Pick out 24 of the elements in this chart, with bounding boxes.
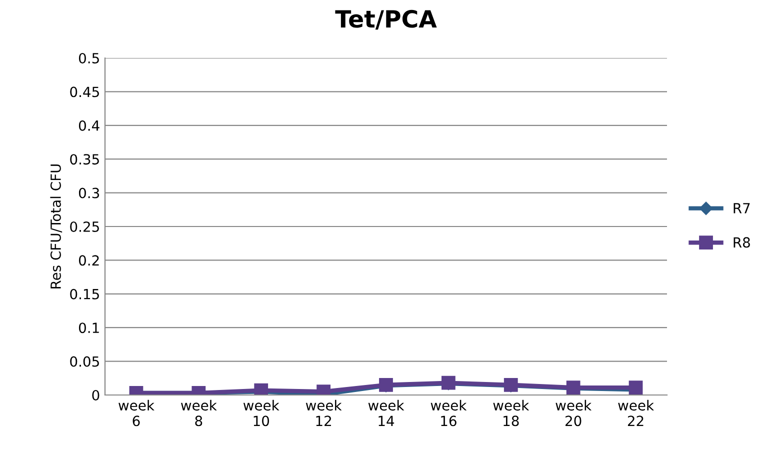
legend-label: R8 [734,237,750,248]
x-tick-label: week 14 [368,400,404,426]
y-tick-label: 0.5 [78,52,99,64]
x-tick-label: week 20 [556,400,592,426]
x-tick-label: week 22 [618,400,654,426]
y-tick-label: 0 [92,390,100,400]
y-tick-label: 0.35 [70,154,99,165]
y-tick-label: 0.1 [78,322,99,334]
y-tick-label: 0.45 [70,86,99,98]
y-tick-label: 0.25 [70,221,99,232]
y-axis-title: Res CFU/Total CFU [50,164,62,288]
x-tick-label: week 8 [181,400,217,426]
x-tick-label: week 10 [243,400,280,426]
y-tick-label: 0.2 [78,255,99,266]
y-tick-label: 0.15 [70,288,99,300]
chart-title: Tet/PCA [335,10,437,30]
x-tick-label: week 6 [118,400,154,426]
y-tick-label: 0.3 [78,188,100,198]
y-tick-label: 0.4 [78,120,100,131]
x-tick-label: week 12 [306,400,342,426]
y-tick-label: 0.05 [70,356,99,367]
x-tick-label: week 18 [493,400,530,426]
legend-label: R7 [734,203,750,214]
x-tick-label: week 16 [430,400,467,426]
